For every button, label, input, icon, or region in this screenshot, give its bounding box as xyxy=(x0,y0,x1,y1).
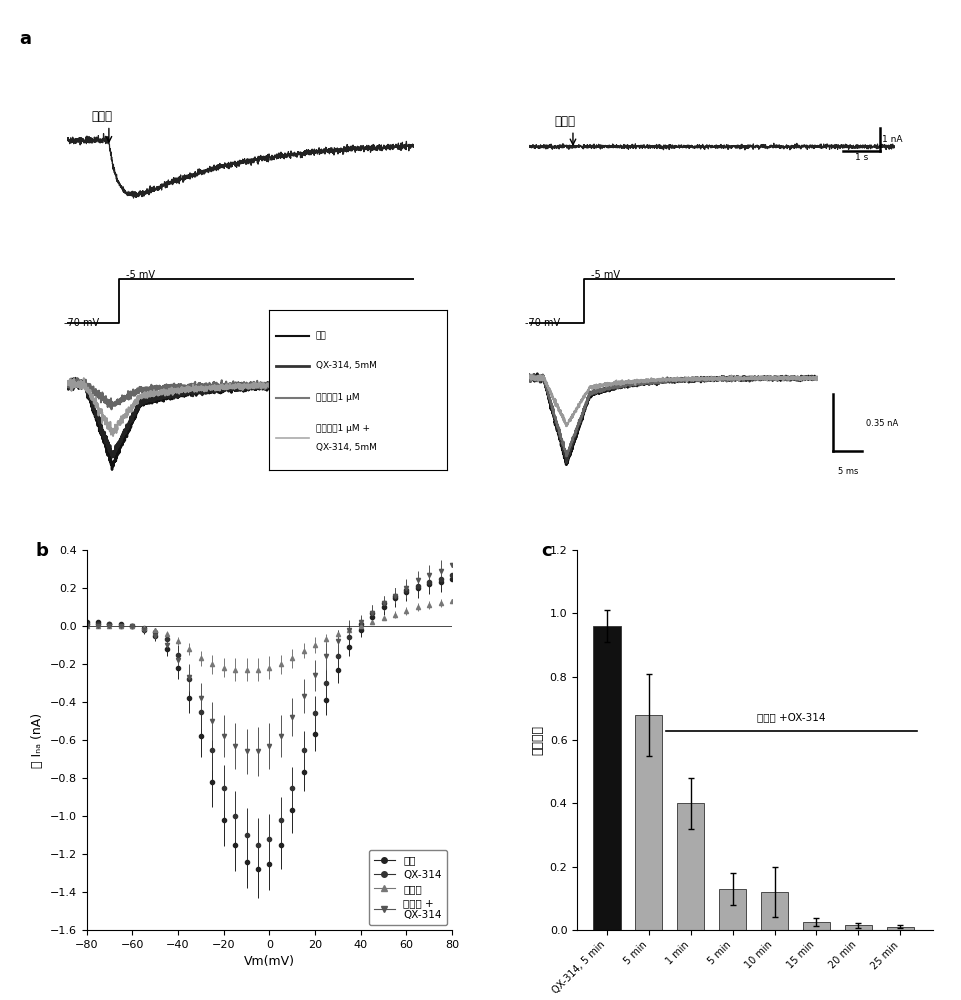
Text: c: c xyxy=(541,542,552,560)
Bar xyxy=(634,715,662,930)
Text: -5 mV: -5 mV xyxy=(126,270,155,280)
Bar xyxy=(718,889,746,930)
Text: 1 nA: 1 nA xyxy=(881,135,901,144)
Text: b: b xyxy=(36,542,48,560)
Text: -70 mV: -70 mV xyxy=(63,318,99,328)
Bar xyxy=(677,803,703,930)
Text: 0.35 nA: 0.35 nA xyxy=(865,419,898,428)
Text: 辣椒素，1 μM: 辣椒素，1 μM xyxy=(315,393,358,402)
Text: -5 mV: -5 mV xyxy=(591,270,620,280)
Text: a: a xyxy=(19,30,31,48)
X-axis label: Vm(mV): Vm(mV) xyxy=(243,955,295,968)
Text: 辣椒素: 辣椒素 xyxy=(91,110,112,123)
Y-axis label: 峰 Iₙₐ (nA): 峰 Iₙₐ (nA) xyxy=(31,712,44,768)
Bar xyxy=(844,925,871,930)
Text: 对照: 对照 xyxy=(315,331,326,340)
Text: QX-314, 5mM: QX-314, 5mM xyxy=(315,443,376,452)
Text: 辣椒素: 辣椒素 xyxy=(554,115,575,128)
Text: 1 s: 1 s xyxy=(854,153,868,162)
Text: -70 mV: -70 mV xyxy=(525,318,560,328)
Bar xyxy=(760,892,787,930)
Legend: 对照, QX-314, 辣椒素, 辣椒素 +
QX-314: 对照, QX-314, 辣椒素, 辣椒素 + QX-314 xyxy=(368,850,447,925)
Text: 5 ms: 5 ms xyxy=(837,468,857,477)
Bar xyxy=(886,927,913,930)
Y-axis label: 相对对峰: 相对对峰 xyxy=(530,725,544,755)
Text: 辣椒素，1 μM +: 辣椒素，1 μM + xyxy=(315,424,369,433)
Bar xyxy=(593,626,620,930)
Text: 辣椒素 +OX-314: 辣椒素 +OX-314 xyxy=(756,713,825,723)
Bar xyxy=(802,922,829,930)
Text: QX-314, 5mM: QX-314, 5mM xyxy=(315,361,376,370)
